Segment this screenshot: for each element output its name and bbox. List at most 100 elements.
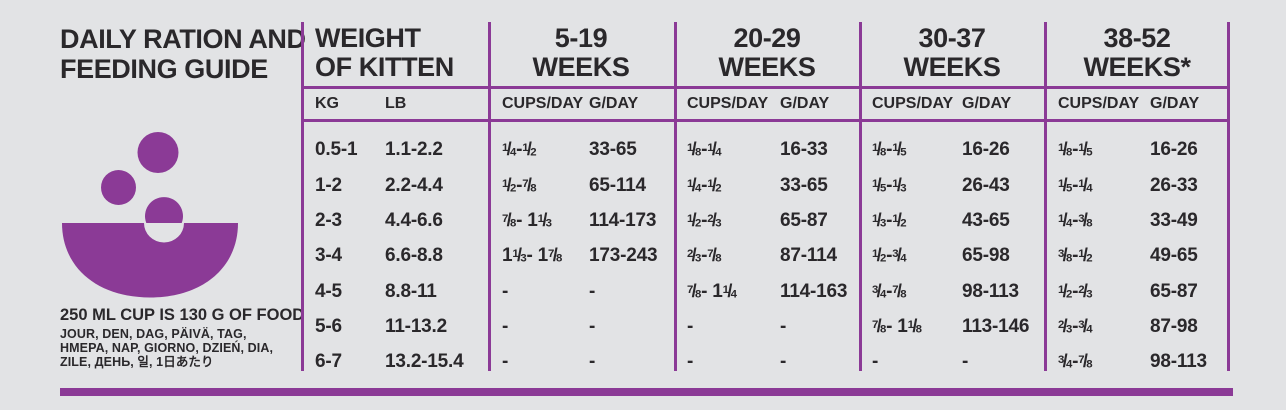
grams-value: 87-114: [780, 245, 837, 266]
cups-value: 7/8 - 1 1/8: [872, 316, 922, 337]
grams-value: -: [589, 316, 596, 337]
grams-value: -: [589, 281, 596, 302]
grams-value: -: [962, 351, 969, 372]
page-title: DAILY RATION AND FEEDING GUIDE: [60, 24, 306, 84]
kg-value: 4-5: [315, 281, 342, 302]
cup-measure-note: 250 ML CUP IS 130 G OF FOOD: [60, 306, 305, 324]
day-translations-line1: JOUR, DEN, DAG, PÄIVÄ, TAG,: [60, 327, 247, 341]
column-header-weight: WEIGHT OF KITTEN: [315, 24, 454, 82]
subheader-cups-38-52: CUPS/DAY: [1058, 95, 1140, 112]
table-row: 1-2 2.2-4.4 1/2 - 7/8 65-114 1/4 - 1/2 3…: [0, 168, 1286, 204]
grams-value: 16-26: [1150, 139, 1198, 160]
cups-value: 1/4 - 1/2: [502, 139, 537, 160]
page-title-line1: DAILY RATION AND: [60, 24, 306, 54]
table-divider-vertical: [859, 22, 862, 371]
grams-value: 33-49: [1150, 210, 1198, 231]
cups-value: 3/4 - 7/8: [1058, 351, 1093, 372]
grams-value: 113-146: [962, 316, 1030, 337]
table-divider-vertical: [301, 22, 304, 371]
grams-value: 98-113: [1150, 351, 1207, 372]
grams-value: -: [780, 316, 787, 337]
cups-value: 2/3 - 7/8: [687, 245, 722, 266]
cups-value: 1/4 - 1/2: [687, 175, 722, 196]
cups-value: 1 1/3 - 1 7/8: [502, 245, 563, 266]
kg-value: 1-2: [315, 175, 342, 196]
grams-value: 173-243: [589, 245, 658, 266]
grams-value: -: [589, 351, 596, 372]
table-divider-vertical: [1227, 22, 1230, 371]
cups-value: 1/2 - 2/3: [687, 210, 722, 231]
kg-value: 5-6: [315, 316, 342, 337]
kg-value: 3-4: [315, 245, 342, 266]
grams-value: 43-65: [962, 210, 1010, 231]
kg-value: 2-3: [315, 210, 342, 231]
table-divider-horizontal: [301, 86, 1230, 89]
grams-value: 65-114: [589, 175, 646, 196]
cups-value: 1/2 - 3/4: [872, 245, 907, 266]
table-row: 2-3 4.4-6.6 7/8 - 1 1/3 114-173 1/2 - 2/3…: [0, 203, 1286, 239]
grams-value: 65-98: [962, 245, 1010, 266]
cups-value: -: [687, 316, 694, 337]
table-row: 6-7 13.2-15.4 - - - - - - 3/4 - 7/8 98-1…: [0, 344, 1286, 380]
cups-value: -: [872, 351, 879, 372]
weight-header-line1: WEIGHT: [315, 23, 421, 53]
day-translations-line2: HMEPA, NAP, GIORNO, DZIEŃ, DIA,: [60, 340, 274, 355]
table-row: 0.5-1 1.1-2.2 1/4 - 1/2 33-65 1/8 - 1/4 …: [0, 132, 1286, 168]
grams-value: 26-33: [1150, 175, 1198, 196]
cups-value: 1/3 - 1/2: [872, 210, 907, 231]
cups-value: 1/5 - 1/4: [1058, 175, 1093, 196]
column-header-38-52-weeks: 38-52 WEEKS*: [1083, 23, 1191, 82]
subheader-g-20-29: G/DAY: [780, 95, 830, 112]
cups-value: 1/5 - 1/3: [872, 175, 907, 196]
column-header-30-37-weeks: 30-37 WEEKS: [903, 23, 1001, 82]
grams-value: 65-87: [780, 210, 828, 231]
lb-value: 1.1-2.2: [385, 139, 443, 160]
subheader-g-38-52: G/DAY: [1150, 95, 1200, 112]
grams-value: 16-26: [962, 139, 1010, 160]
table-row: 5-6 11-13.2 - - - - 7/8 - 1 1/8 113-146 2…: [0, 309, 1286, 345]
table-divider-vertical: [1044, 22, 1047, 371]
lb-value: 2.2-4.4: [385, 175, 443, 196]
grams-value: 114-173: [589, 210, 657, 231]
cups-value: 1/2 - 7/8: [502, 175, 537, 196]
column-header-20-29-weeks: 20-29 WEEKS: [718, 23, 816, 82]
grams-value: 87-98: [1150, 316, 1198, 337]
cups-value: 1/8 - 1/4: [687, 139, 722, 160]
grams-value: 33-65: [780, 175, 828, 196]
cups-value: 3/8 - 1/2: [1058, 245, 1093, 266]
cups-value: -: [687, 351, 694, 372]
cups-value: 7/8 - 1 1/3: [502, 210, 552, 231]
subheader-g-5-19: G/DAY: [589, 95, 639, 112]
subheader-kg: KG: [315, 95, 339, 112]
lb-value: 6.6-8.8: [385, 245, 443, 266]
page-title-line2: FEEDING GUIDE: [60, 54, 268, 84]
cups-value: 1/2 - 2/3: [1058, 281, 1093, 302]
subheader-cups-20-29: CUPS/DAY: [687, 95, 769, 112]
table-row: 3-4 6.6-8.8 1 1/3 - 1 7/8 173-243 2/3 - 7/…: [0, 238, 1286, 274]
cups-value: -: [502, 351, 509, 372]
weight-header-line2: OF KITTEN: [315, 52, 454, 82]
lb-value: 11-13.2: [385, 316, 447, 337]
cups-value: -: [502, 281, 509, 302]
subheader-g-30-37: G/DAY: [962, 95, 1012, 112]
subheader-lb: LB: [385, 95, 407, 112]
column-header-5-19-weeks: 5-19 WEEKS: [532, 23, 630, 82]
cups-value: 1/4 - 3/8: [1058, 210, 1093, 231]
day-translations: JOUR, DEN, DAG, PÄIVÄ, TAG, HMEPA, NAP, …: [60, 327, 274, 369]
lb-value: 8.8-11: [385, 281, 437, 302]
lb-value: 4.4-6.6: [385, 210, 443, 231]
food-bowl-icon: [62, 132, 238, 298]
grams-value: -: [780, 351, 787, 372]
grams-value: 114-163: [780, 281, 848, 302]
kg-value: 6-7: [315, 351, 342, 372]
table-divider-vertical: [488, 22, 491, 371]
lb-value: 13.2-15.4: [385, 351, 464, 372]
cups-value: 7/8 - 1 1/4: [687, 281, 737, 302]
cups-value: 2/3 - 3/4: [1058, 316, 1093, 337]
bottom-rule: [60, 388, 1233, 396]
table-divider-horizontal: [301, 119, 1230, 122]
kg-value: 0.5-1: [315, 139, 358, 160]
cups-value: -: [502, 316, 509, 337]
grams-value: 98-113: [962, 281, 1019, 302]
